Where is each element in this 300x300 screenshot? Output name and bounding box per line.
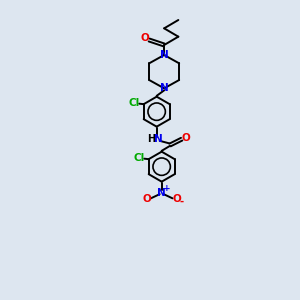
Text: H: H xyxy=(147,134,155,144)
Text: O: O xyxy=(140,33,149,43)
Text: O: O xyxy=(182,133,191,142)
Text: N: N xyxy=(160,50,169,60)
Text: N: N xyxy=(157,188,166,197)
Text: +: + xyxy=(163,184,170,193)
Text: O: O xyxy=(142,194,151,204)
Text: Cl: Cl xyxy=(134,153,145,163)
Text: N: N xyxy=(154,134,162,144)
Text: O: O xyxy=(172,194,181,204)
Text: -: - xyxy=(179,197,184,207)
Text: N: N xyxy=(160,83,169,93)
Text: Cl: Cl xyxy=(129,98,140,108)
